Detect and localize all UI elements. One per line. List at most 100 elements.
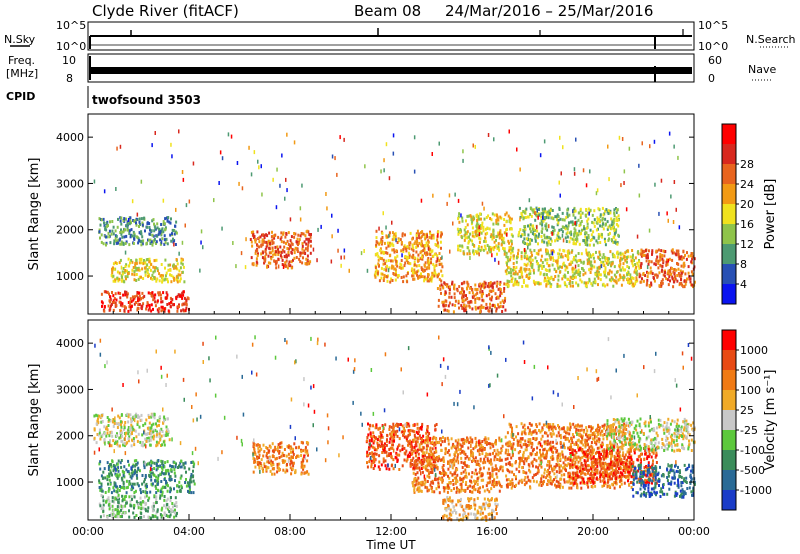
range-cell (413, 268, 416, 272)
range-cell (121, 235, 124, 239)
range-cell (391, 248, 394, 252)
range-cell (431, 479, 434, 483)
range-cell (447, 438, 450, 442)
range-cell (428, 461, 431, 465)
range-cell (476, 459, 479, 463)
range-cell (438, 263, 441, 266)
range-cell (262, 233, 265, 237)
range-cell (121, 486, 124, 490)
range-cell (157, 489, 160, 493)
range-cell (564, 274, 567, 278)
range-cell (544, 224, 547, 228)
range-cell (518, 230, 521, 234)
range-cell (411, 247, 414, 251)
range-cell (160, 466, 163, 470)
range-cell (162, 472, 165, 476)
range-cell (116, 468, 118, 472)
range-cell (534, 282, 536, 286)
range-cell (585, 226, 588, 230)
range-cell (454, 299, 457, 303)
range-cell (482, 478, 485, 482)
range-cell (148, 222, 151, 225)
range-cell (460, 487, 463, 491)
range-cell (272, 450, 275, 454)
range-cell (463, 439, 466, 442)
range-cell (477, 449, 480, 453)
range-cell (121, 434, 124, 438)
range-cell (98, 481, 101, 485)
range-cell (590, 267, 593, 271)
range-cell (476, 479, 479, 483)
cpid-label: CPID (6, 90, 35, 103)
cpid-value: twofsound 3503 (92, 93, 201, 107)
range-cell (141, 242, 144, 246)
range-cell (290, 235, 293, 239)
range-cell (613, 208, 616, 212)
range-cell (292, 447, 295, 451)
range-cell (459, 249, 462, 253)
range-cell (636, 273, 639, 277)
range-cell (584, 271, 587, 275)
range-cell (498, 236, 501, 240)
range-cell (482, 466, 485, 470)
range-cell (598, 250, 601, 254)
range-cell (418, 447, 421, 451)
range-cell (426, 426, 429, 430)
range-cell (113, 500, 116, 504)
range-cell (469, 286, 472, 290)
range-cell (552, 229, 554, 233)
range-cell (682, 249, 685, 253)
colorbar-tick-label: 12 (740, 238, 754, 251)
range-cell (441, 274, 444, 278)
range-cell (281, 263, 284, 266)
range-cell (569, 284, 572, 288)
range-cell (427, 245, 430, 248)
range-cell (117, 501, 120, 505)
range-cell (665, 260, 668, 264)
range-cell (427, 488, 430, 492)
range-cell (163, 498, 166, 502)
range-cell (428, 263, 431, 267)
range-cell (379, 431, 382, 435)
range-cell (165, 506, 168, 510)
range-cell (691, 283, 694, 287)
sparse-cell (299, 206, 302, 211)
range-cell (391, 264, 394, 268)
range-cell (441, 265, 444, 269)
range-cell (271, 442, 274, 446)
range-cell (109, 469, 112, 473)
range-cell (383, 445, 386, 449)
range-cell (282, 231, 285, 235)
range-cell (616, 241, 619, 245)
range-cell (397, 237, 400, 241)
range-cell (500, 447, 503, 451)
range-cell (576, 239, 579, 243)
range-cell (370, 463, 373, 466)
range-cell (187, 489, 189, 493)
range-cell (388, 425, 391, 429)
sparse-cell (559, 135, 561, 140)
range-cell (279, 245, 282, 249)
range-cell (421, 267, 424, 271)
range-cell (261, 240, 264, 243)
range-cell (434, 428, 437, 432)
range-cell (140, 502, 143, 506)
range-cell (279, 254, 282, 258)
range-cell (508, 280, 511, 284)
range-cell (428, 472, 430, 476)
range-cell (146, 485, 148, 488)
range-cell (255, 260, 258, 264)
range-cell (155, 495, 158, 499)
range-cell (406, 272, 409, 275)
range-cell (193, 482, 196, 486)
range-cell (398, 423, 401, 427)
range-cell (277, 257, 280, 261)
range-cell (155, 434, 158, 438)
sparse-cell (241, 186, 244, 191)
range-cell (142, 423, 145, 427)
range-cell (182, 290, 185, 294)
range-cell (582, 273, 585, 277)
range-cell (516, 272, 519, 276)
sparse-cell (524, 267, 526, 272)
sparse-cell (387, 268, 390, 273)
